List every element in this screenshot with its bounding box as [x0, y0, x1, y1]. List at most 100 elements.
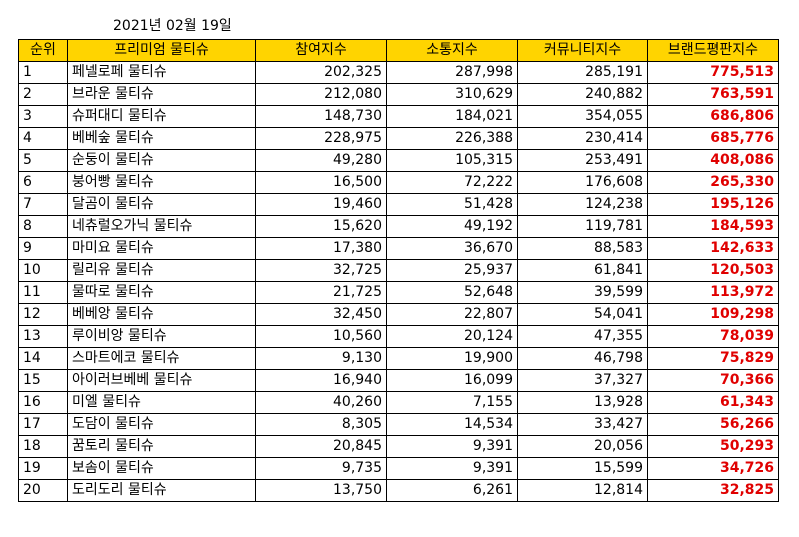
cell-participation: 49,280: [255, 149, 387, 172]
cell-rank: 10: [18, 259, 68, 282]
cell-participation: 21,725: [255, 281, 387, 304]
table-row: 18 꿈토리 물티슈 20,845 9,391 20,056 50,293: [18, 435, 779, 458]
cell-communication: 7,155: [386, 391, 518, 414]
cell-communication: 19,900: [386, 347, 518, 370]
cell-community: 13,928: [517, 391, 648, 414]
header-rank: 순위: [18, 39, 68, 62]
cell-brand-reputation: 686,806: [647, 105, 779, 128]
cell-product-name: 물따로 물티슈: [67, 281, 256, 304]
cell-brand-reputation: 195,126: [647, 193, 779, 216]
cell-product-name: 베베앙 물티슈: [67, 303, 256, 326]
cell-product-name: 루이비앙 물티슈: [67, 325, 256, 348]
cell-brand-reputation: 763,591: [647, 83, 779, 106]
cell-rank: 5: [18, 149, 68, 172]
header-name: 프리미엄 물티슈: [67, 39, 256, 62]
cell-community: 47,355: [517, 325, 648, 348]
cell-brand-reputation: 34,726: [647, 457, 779, 480]
cell-community: 230,414: [517, 127, 648, 150]
cell-communication: 16,099: [386, 369, 518, 392]
cell-community: 15,599: [517, 457, 648, 480]
cell-communication: 51,428: [386, 193, 518, 216]
table-row: 2 브라운 물티슈 212,080 310,629 240,882 763,591: [18, 83, 779, 106]
cell-product-name: 붕어빵 물티슈: [67, 171, 256, 194]
cell-communication: 9,391: [386, 457, 518, 480]
cell-community: 39,599: [517, 281, 648, 304]
cell-product-name: 스마트에코 물티슈: [67, 347, 256, 370]
cell-participation: 13,750: [255, 479, 387, 502]
cell-product-name: 베베숲 물티슈: [67, 127, 256, 150]
cell-product-name: 보솜이 물티슈: [67, 457, 256, 480]
cell-participation: 16,500: [255, 171, 387, 194]
cell-brand-reputation: 78,039: [647, 325, 779, 348]
table-row: 7 달곰이 물티슈 19,460 51,428 124,238 195,126: [18, 193, 779, 216]
cell-communication: 72,222: [386, 171, 518, 194]
cell-communication: 226,388: [386, 127, 518, 150]
cell-brand-reputation: 75,829: [647, 347, 779, 370]
cell-participation: 40,260: [255, 391, 387, 414]
cell-participation: 16,940: [255, 369, 387, 392]
cell-communication: 49,192: [386, 215, 518, 238]
cell-participation: 9,130: [255, 347, 387, 370]
cell-participation: 32,450: [255, 303, 387, 326]
header-communication: 소통지수: [386, 39, 518, 62]
cell-rank: 9: [18, 237, 68, 260]
cell-communication: 22,807: [386, 303, 518, 326]
cell-community: 37,327: [517, 369, 648, 392]
table-row: 3 슈퍼대디 물티슈 148,730 184,021 354,055 686,806: [18, 105, 779, 128]
cell-rank: 13: [18, 325, 68, 348]
table-row: 13 루이비앙 물티슈 10,560 20,124 47,355 78,039: [18, 325, 779, 348]
cell-product-name: 도리도리 물티슈: [67, 479, 256, 502]
cell-rank: 14: [18, 347, 68, 370]
cell-participation: 228,975: [255, 127, 387, 150]
cell-community: 253,491: [517, 149, 648, 172]
cell-brand-reputation: 109,298: [647, 303, 779, 326]
brand-reputation-table: 순위 프리미엄 물티슈 참여지수 소통지수 커뮤니티지수 브랜드평판지수 1 페넬…: [18, 39, 779, 502]
cell-rank: 20: [18, 479, 68, 502]
cell-product-name: 아이러브베베 물티슈: [67, 369, 256, 392]
cell-brand-reputation: 184,593: [647, 215, 779, 238]
cell-product-name: 순둥이 물티슈: [67, 149, 256, 172]
cell-communication: 36,670: [386, 237, 518, 260]
cell-brand-reputation: 61,343: [647, 391, 779, 414]
cell-product-name: 브라운 물티슈: [67, 83, 256, 106]
cell-community: 46,798: [517, 347, 648, 370]
cell-community: 20,056: [517, 435, 648, 458]
cell-product-name: 네츄럴오가닉 물티슈: [67, 215, 256, 238]
table-row: 4 베베숲 물티슈 228,975 226,388 230,414 685,776: [18, 127, 779, 150]
cell-rank: 6: [18, 171, 68, 194]
cell-community: 240,882: [517, 83, 648, 106]
cell-brand-reputation: 265,330: [647, 171, 779, 194]
cell-rank: 4: [18, 127, 68, 150]
cell-product-name: 릴리유 물티슈: [67, 259, 256, 282]
cell-rank: 12: [18, 303, 68, 326]
date-label: 2021년 02월 19일: [113, 18, 232, 34]
table-body: 1 페넬로페 물티슈 202,325 287,998 285,191 775,513 2 브라…: [18, 61, 779, 502]
cell-participation: 10,560: [255, 325, 387, 348]
cell-rank: 3: [18, 105, 68, 128]
cell-product-name: 달곰이 물티슈: [67, 193, 256, 216]
cell-communication: 14,534: [386, 413, 518, 436]
header-participation: 참여지수: [255, 39, 387, 62]
cell-participation: 20,845: [255, 435, 387, 458]
table-row: 1 페넬로페 물티슈 202,325 287,998 285,191 775,513: [18, 61, 779, 84]
cell-communication: 105,315: [386, 149, 518, 172]
cell-community: 176,608: [517, 171, 648, 194]
table-row: 6 붕어빵 물티슈 16,500 72,222 176,608 265,330: [18, 171, 779, 194]
cell-community: 54,041: [517, 303, 648, 326]
cell-participation: 148,730: [255, 105, 387, 128]
cell-participation: 212,080: [255, 83, 387, 106]
header-brand: 브랜드평판지수: [647, 39, 779, 62]
cell-participation: 15,620: [255, 215, 387, 238]
cell-community: 88,583: [517, 237, 648, 260]
cell-product-name: 마미요 물티슈: [67, 237, 256, 260]
cell-communication: 287,998: [386, 61, 518, 84]
cell-rank: 19: [18, 457, 68, 480]
table-row: 5 순둥이 물티슈 49,280 105,315 253,491 408,086: [18, 149, 779, 172]
header-community: 커뮤니티지수: [517, 39, 648, 62]
cell-communication: 20,124: [386, 325, 518, 348]
cell-brand-reputation: 32,825: [647, 479, 779, 502]
table-row: 11 물따로 물티슈 21,725 52,648 39,599 113,972: [18, 281, 779, 304]
cell-brand-reputation: 56,266: [647, 413, 779, 436]
cell-brand-reputation: 50,293: [647, 435, 779, 458]
cell-community: 119,781: [517, 215, 648, 238]
